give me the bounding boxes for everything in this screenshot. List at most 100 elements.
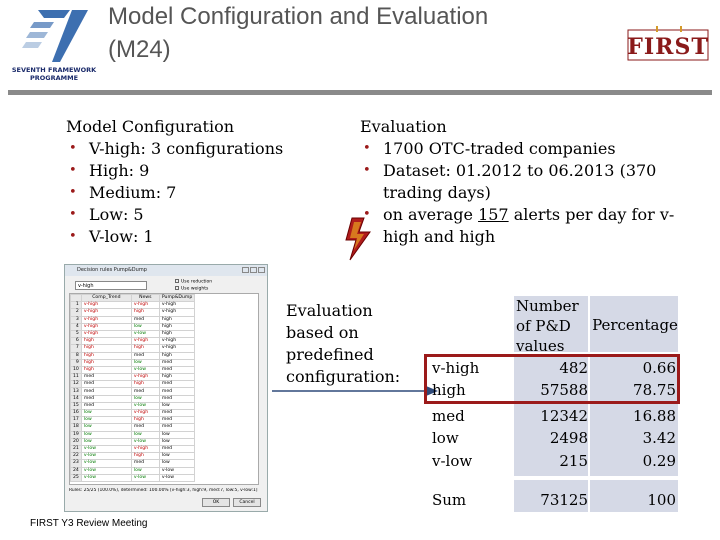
table-cell[interactable]: med — [158, 444, 196, 454]
table-cell[interactable]: low — [158, 437, 196, 446]
table-cell[interactable]: med — [80, 394, 132, 403]
table-cell[interactable]: high — [158, 373, 196, 382]
table-cell[interactable]: v-high — [130, 373, 160, 382]
table-row[interactable]: 5 v-high v-low high — [70, 329, 196, 339]
table-row[interactable]: 2 v-high high v-high — [70, 308, 196, 317]
table-row[interactable]: 15 med v-low low — [70, 401, 196, 411]
table-cell[interactable]: low — [80, 423, 132, 432]
table-cell[interactable]: v-high — [158, 308, 196, 317]
table-row[interactable]: 12 med high med — [70, 380, 196, 389]
use-reduction-checkbox[interactable]: Use reduction — [175, 279, 212, 286]
table-cell[interactable]: low — [80, 416, 132, 425]
table-cell[interactable]: v-low — [158, 473, 196, 482]
table-cell[interactable]: v-high — [80, 322, 132, 331]
table-cell[interactable]: low — [130, 358, 160, 367]
table-row[interactable]: 18 low med med — [70, 423, 196, 432]
use-weights-checkbox[interactable]: Use weights — [175, 286, 208, 293]
level-select[interactable]: v-high — [75, 281, 147, 290]
table-cell[interactable]: v-high — [80, 308, 132, 317]
ok-button[interactable]: OK — [202, 498, 230, 507]
table-cell[interactable]: v-high — [158, 337, 196, 346]
table-cell[interactable]: med — [158, 416, 196, 425]
table-cell[interactable]: med — [130, 423, 160, 432]
table-cell[interactable]: high — [130, 380, 160, 389]
table-cell[interactable]: low — [80, 408, 132, 418]
table-cell[interactable]: high — [158, 315, 196, 324]
table-row[interactable]: 13 med med med — [70, 387, 196, 396]
table-row[interactable]: 19 low low low — [70, 430, 196, 439]
table-row[interactable]: 9 high low med — [70, 358, 196, 367]
table-cell[interactable]: high — [80, 351, 132, 360]
table-cell[interactable]: med — [130, 459, 160, 468]
close-icon[interactable] — [258, 267, 265, 273]
column-header[interactable]: Comp_Trend — [80, 294, 132, 303]
table-cell[interactable]: v-high — [130, 337, 160, 346]
table-cell[interactable]: low — [158, 459, 196, 468]
table-cell[interactable]: v-high — [130, 301, 160, 310]
table-cell[interactable]: high — [130, 452, 160, 461]
table-row[interactable]: 17 low high med — [70, 416, 196, 425]
table-row[interactable]: 3 v-high med high — [70, 315, 196, 324]
table-cell[interactable]: v-low — [130, 401, 160, 411]
table-cell[interactable]: high — [80, 337, 132, 346]
table-cell[interactable]: v-high — [80, 301, 132, 310]
table-row[interactable]: 10 high v-low med — [70, 365, 196, 375]
table-cell[interactable]: v-low — [80, 459, 132, 468]
table-cell[interactable]: low — [158, 401, 196, 411]
table-cell[interactable]: med — [158, 358, 196, 367]
table-cell[interactable]: med — [80, 373, 132, 382]
table-cell[interactable]: high — [80, 358, 132, 367]
table-row[interactable]: 7 high high v-high — [70, 344, 196, 353]
maximize-icon[interactable] — [250, 267, 257, 273]
table-cell[interactable]: low — [158, 430, 196, 439]
table-cell[interactable]: high — [130, 416, 160, 425]
table-row[interactable]: 21 v-low v-high med — [70, 444, 196, 454]
table-cell[interactable]: med — [80, 387, 132, 396]
table-cell[interactable]: low — [158, 452, 196, 461]
table-cell[interactable]: v-high — [130, 444, 160, 454]
table-row[interactable]: 1 v-high v-high v-high — [70, 301, 196, 310]
table-cell[interactable]: v-low — [130, 473, 160, 482]
column-header[interactable]: Pump&Dump — [158, 294, 196, 303]
table-cell[interactable]: v-high — [158, 344, 196, 353]
table-cell[interactable]: low — [130, 394, 160, 403]
table-cell[interactable]: med — [80, 380, 132, 389]
table-row[interactable]: 14 med low med — [70, 394, 196, 403]
table-row[interactable]: 25 v-low v-low v-low — [70, 473, 196, 482]
table-cell[interactable]: high — [130, 344, 160, 353]
table-cell[interactable]: med — [158, 394, 196, 403]
table-cell[interactable]: v-low — [130, 365, 160, 375]
column-header[interactable]: News — [130, 294, 160, 303]
table-cell[interactable]: v-high — [80, 315, 132, 324]
table-cell[interactable]: med — [130, 387, 160, 396]
table-row[interactable]: 20 low v-low low — [70, 437, 196, 446]
minimize-icon[interactable] — [242, 267, 249, 273]
table-cell[interactable]: med — [130, 351, 160, 360]
table-row[interactable]: 16 low v-high med — [70, 408, 196, 418]
table-cell[interactable]: v-low — [80, 452, 132, 461]
table-cell[interactable]: med — [80, 401, 132, 411]
table-cell[interactable]: med — [158, 365, 196, 375]
table-cell[interactable]: med — [158, 380, 196, 389]
table-cell[interactable]: med — [158, 423, 196, 432]
table-row[interactable]: 24 v-low low v-low — [70, 466, 196, 475]
table-row[interactable]: 22 v-low high low — [70, 452, 196, 461]
table-cell[interactable]: med — [130, 315, 160, 324]
table-cell[interactable]: v-low — [80, 444, 132, 454]
table-cell[interactable]: med — [158, 408, 196, 418]
table-cell[interactable]: low — [80, 437, 132, 446]
table-cell[interactable]: v-low — [80, 473, 132, 482]
table-row[interactable]: 6 high v-high v-high — [70, 337, 196, 346]
table-cell[interactable]: med — [158, 387, 196, 396]
table-cell[interactable]: low — [80, 430, 132, 439]
table-row[interactable]: 8 high med high — [70, 351, 196, 360]
table-cell[interactable]: high — [158, 322, 196, 331]
table-cell[interactable]: high — [130, 308, 160, 317]
table-row[interactable]: 23 v-low med low — [70, 459, 196, 468]
table-cell[interactable]: v-low — [158, 466, 196, 475]
table-cell[interactable]: v-low — [80, 466, 132, 475]
table-cell[interactable]: high — [80, 365, 132, 375]
table-cell[interactable]: v-high — [158, 301, 196, 310]
cancel-button[interactable]: Cancel — [233, 498, 261, 507]
table-cell[interactable]: v-low — [130, 437, 160, 446]
